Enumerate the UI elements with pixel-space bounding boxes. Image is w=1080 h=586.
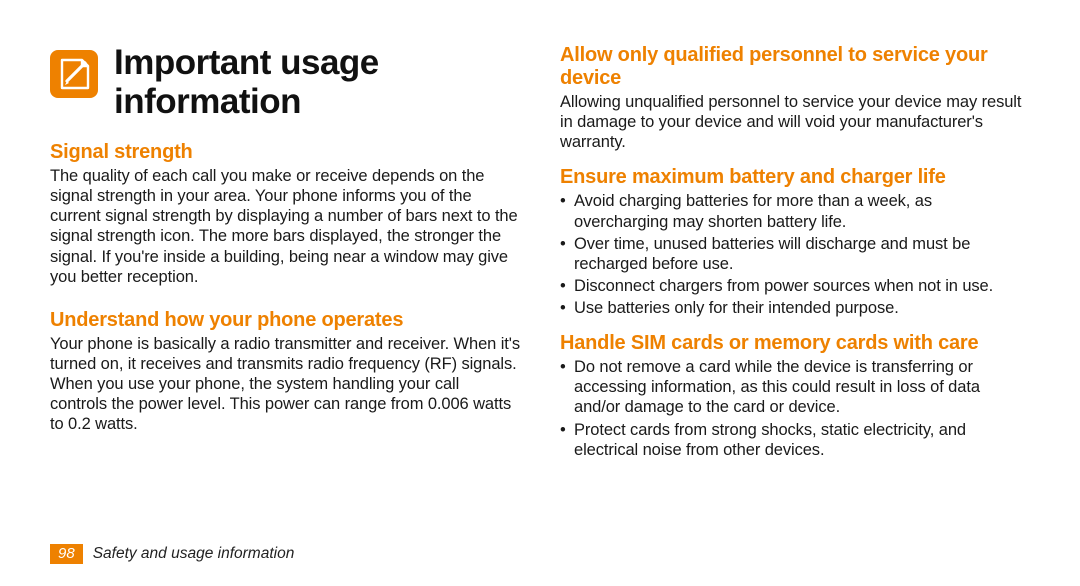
right-column: Allow only qualified personnel to servic…: [560, 44, 1030, 462]
subhead-sim-cards: Handle SIM cards or memory cards with ca…: [560, 332, 1030, 355]
page-title: Important usage information: [114, 44, 520, 121]
left-column: Important usage information Signal stren…: [50, 44, 520, 462]
list-item: Do not remove a card while the device is…: [560, 357, 1030, 417]
page-footer: 98 Safety and usage information: [50, 544, 294, 564]
list-item: Use batteries only for their intended pu…: [560, 298, 1030, 318]
list-item: Protect cards from strong shocks, static…: [560, 420, 1030, 460]
subhead-qualified-personnel: Allow only qualified personnel to servic…: [560, 44, 1030, 90]
two-column-layout: Important usage information Signal stren…: [50, 44, 1030, 462]
list-battery-life: Avoid charging batteries for more than a…: [560, 191, 1030, 318]
footer-section-title: Safety and usage information: [93, 545, 295, 563]
body-qualified-personnel: Allowing unqualified personnel to servic…: [560, 92, 1030, 152]
subhead-battery-life: Ensure maximum battery and charger life: [560, 166, 1030, 189]
subhead-signal-strength: Signal strength: [50, 141, 520, 164]
list-item: Avoid charging batteries for more than a…: [560, 191, 1030, 231]
list-item: Over time, unused batteries will dischar…: [560, 234, 1030, 274]
subhead-phone-operates: Understand how your phone operates: [50, 309, 520, 332]
list-item: Disconnect chargers from power sources w…: [560, 276, 1030, 296]
body-signal-strength: The quality of each call you make or rec…: [50, 166, 520, 287]
body-phone-operates: Your phone is basically a radio transmit…: [50, 334, 520, 435]
note-icon: [50, 50, 98, 103]
title-block: Important usage information: [50, 44, 520, 121]
list-sim-cards: Do not remove a card while the device is…: [560, 357, 1030, 460]
manual-page: Important usage information Signal stren…: [0, 0, 1080, 586]
page-number-badge: 98: [50, 544, 83, 564]
